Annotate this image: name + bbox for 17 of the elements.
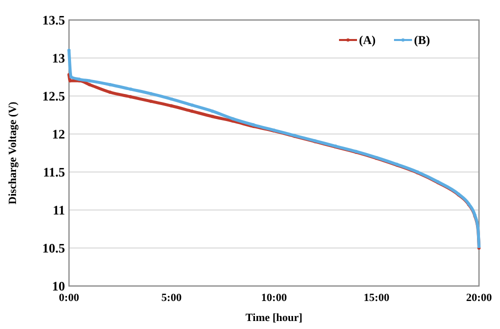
y-tick-label: 10 (52, 278, 65, 294)
y-tick-label: 12.5 (42, 88, 66, 104)
x-axis-title: Time [hour] (246, 312, 302, 324)
x-tick-label: 5:00 (161, 292, 182, 304)
x-tick-label: 20:00 (466, 292, 492, 304)
legend-label: (B) (414, 33, 430, 48)
y-tick-label: 11.5 (42, 164, 66, 180)
y-tick-label: 13 (52, 50, 66, 66)
legend-label: (A) (359, 33, 376, 48)
y-tick-label: 13.5 (42, 12, 66, 28)
x-tick-label: 15:00 (364, 292, 390, 304)
y-tick-label: 11 (52, 202, 65, 218)
y-tick-label: 12 (52, 126, 65, 142)
x-tick-label: 0:00 (58, 292, 80, 304)
x-tick-label: 10:00 (261, 292, 288, 304)
y-axis-title: Discharge Voltage (V) (7, 101, 19, 204)
y-tick-label: 10.5 (42, 240, 66, 256)
